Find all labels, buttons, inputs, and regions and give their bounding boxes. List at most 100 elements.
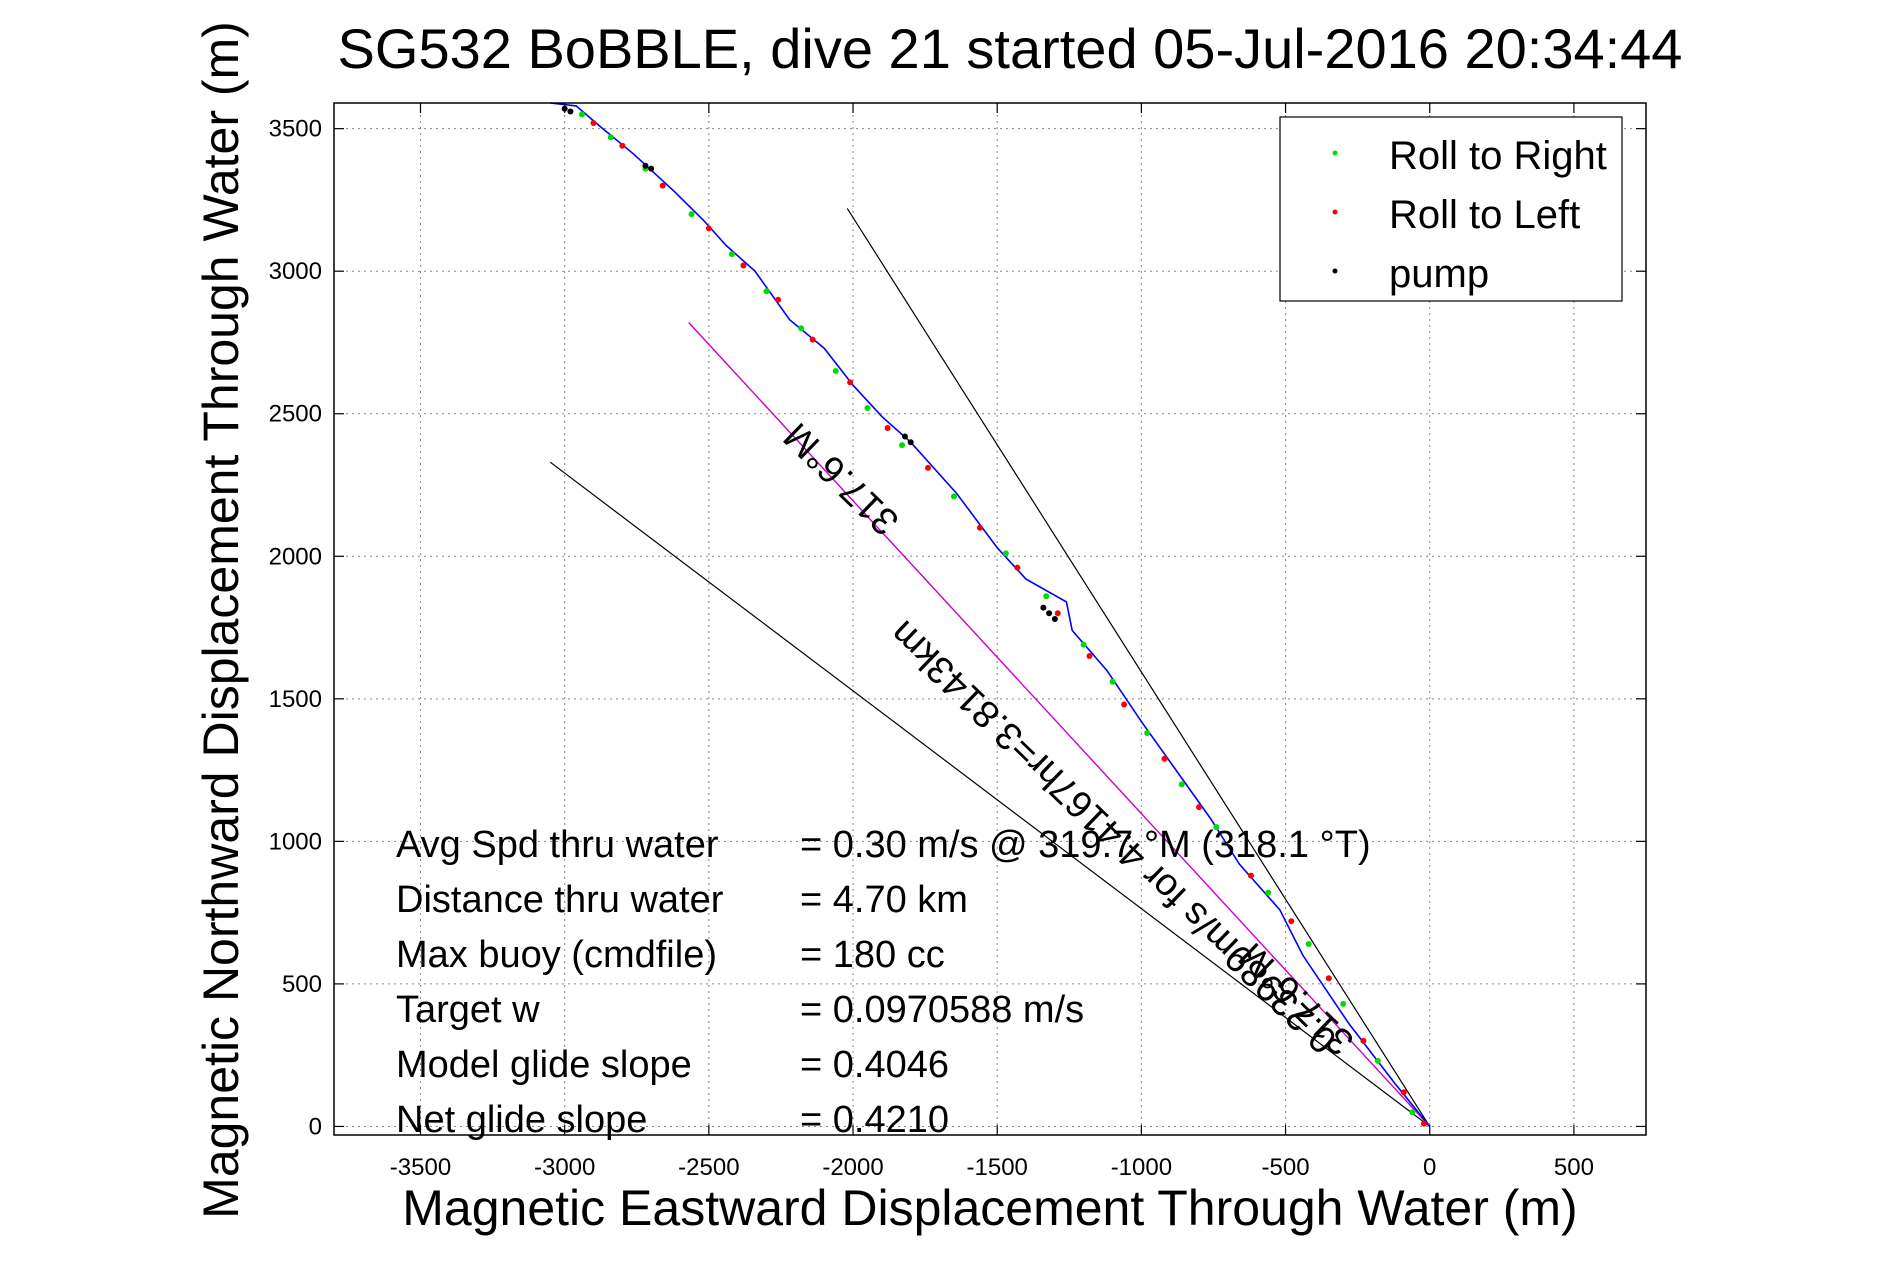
roll-left-point xyxy=(1400,1089,1407,1096)
roll-left-point xyxy=(847,379,854,386)
roll-right-point xyxy=(1409,1109,1416,1116)
points-layer xyxy=(561,105,1427,1127)
x-tick-label: -2000 xyxy=(822,1154,883,1181)
roll-left-point xyxy=(1288,918,1295,925)
stat-value: = 0.0970588 m/s xyxy=(800,989,1084,1031)
roll-left-point xyxy=(590,119,597,126)
pump-point xyxy=(648,165,655,172)
roll-left-point xyxy=(884,424,891,431)
roll-right-point xyxy=(1305,940,1312,947)
pump-point xyxy=(901,433,908,440)
roll-right-point xyxy=(1213,824,1220,831)
x-tick-label: 500 xyxy=(1554,1154,1594,1181)
roll-left-point xyxy=(1420,1120,1427,1127)
x-tick-label: -3000 xyxy=(534,1154,595,1181)
roll-right-point xyxy=(763,288,770,295)
roll-right-point xyxy=(1080,641,1087,648)
heading-bound-line xyxy=(549,461,1431,1127)
roll-right-point xyxy=(1144,730,1151,737)
roll-right-point xyxy=(1374,1057,1381,1064)
y-tick-label: 3500 xyxy=(269,116,322,143)
pump-point xyxy=(1051,616,1058,622)
mean-heading-line xyxy=(688,322,1431,1127)
stat-label: Distance thru water xyxy=(396,879,724,921)
roll-right-point xyxy=(578,111,585,118)
x-tick-label: -500 xyxy=(1262,1154,1310,1181)
stat-value: = 0.4210 xyxy=(800,1099,949,1141)
stat-label: Net glide slope xyxy=(396,1099,647,1141)
roll-left-point xyxy=(1086,653,1093,660)
lines-layer xyxy=(549,102,1431,1127)
ticks-layer: -3500 -3000 -2500 -2000 -1500 -1000 -500 0 500 0 5… xyxy=(269,103,1646,1181)
y-tick-label: 3000 xyxy=(269,258,322,285)
roll-right-point xyxy=(1109,678,1116,685)
roll-right-point xyxy=(899,442,906,449)
roll-left-point xyxy=(740,262,747,269)
legend-marker xyxy=(1332,209,1338,215)
roll-left-point xyxy=(1247,872,1254,879)
pump-point xyxy=(1046,610,1053,617)
roll-right-point xyxy=(1002,550,1009,557)
stat-value: = 0.4046 xyxy=(800,1044,949,1086)
y-tick-label: 2500 xyxy=(269,401,322,428)
chart-title: SG532 BoBBLE, dive 21 started 05-Jul-201… xyxy=(338,17,1683,80)
stat-label: Model glide slope xyxy=(396,1044,692,1086)
legend-label: Roll to Right xyxy=(1389,134,1607,178)
y-tick-label: 500 xyxy=(282,971,322,998)
roll-left-point xyxy=(1360,1037,1367,1044)
roll-right-point xyxy=(607,134,614,141)
x-tick-label: -1000 xyxy=(1111,1154,1172,1181)
y-tick-label: 2000 xyxy=(269,543,322,570)
stat-value: = 0.30 m/s @ 319.7 °M (318.1 °T) xyxy=(800,824,1371,866)
roll-right-point xyxy=(688,211,695,218)
roll-left-point xyxy=(976,524,983,531)
roll-right-point xyxy=(1178,781,1185,788)
legend-label: pump xyxy=(1389,252,1489,296)
legend-marker xyxy=(1332,268,1338,274)
legend-label: Roll to Left xyxy=(1389,193,1580,237)
roll-left-point xyxy=(1196,804,1203,811)
stat-value: = 180 cc xyxy=(800,934,945,976)
y-axis-title: Magnetic Northward Displacement Through … xyxy=(193,21,249,1219)
stat-label: Avg Spd thru water xyxy=(396,824,719,866)
roll-left-point xyxy=(775,296,782,303)
roll-left-point xyxy=(809,336,816,343)
y-tick-label: 0 xyxy=(309,1113,322,1140)
legend-marker xyxy=(1332,150,1338,156)
x-tick-label: -2500 xyxy=(678,1154,739,1181)
y-tick-label: 1500 xyxy=(269,686,322,713)
pump-point xyxy=(567,108,574,115)
roll-left-point xyxy=(1054,610,1061,617)
x-tick-label: -3500 xyxy=(390,1154,451,1181)
roll-right-point xyxy=(1043,593,1050,600)
x-tick-label: 0 xyxy=(1423,1154,1436,1181)
roll-left-point xyxy=(1121,701,1128,708)
pump-point xyxy=(1040,604,1047,611)
roll-right-point xyxy=(728,251,735,258)
roll-right-point xyxy=(1340,1000,1347,1007)
x-tick-label: -1500 xyxy=(967,1154,1028,1181)
roll-left-point xyxy=(1014,564,1021,571)
y-tick-label: 1000 xyxy=(269,828,322,855)
roll-right-point xyxy=(832,367,839,374)
roll-left-point xyxy=(619,142,626,149)
heading-bound-line xyxy=(846,208,1431,1127)
pump-point xyxy=(907,439,914,446)
roll-left-point xyxy=(925,464,932,471)
glider-track-line xyxy=(550,102,1431,1127)
plot-frame xyxy=(333,102,1647,1136)
roll-right-point xyxy=(798,325,805,332)
x-axis-title: Magnetic Eastward Displacement Through W… xyxy=(402,1180,1577,1236)
roll-right-point xyxy=(864,405,871,412)
roll-left-point xyxy=(705,225,712,232)
stat-label: Target w xyxy=(396,989,540,1031)
roll-right-point xyxy=(1265,889,1272,896)
stat-label: Max buoy (cmdfile) xyxy=(396,934,717,976)
roll-right-point xyxy=(950,493,957,500)
stat-value: = 4.70 km xyxy=(800,879,968,921)
roll-left-point xyxy=(1161,755,1168,762)
roll-left-point xyxy=(1325,975,1332,982)
roll-left-point xyxy=(659,182,666,189)
